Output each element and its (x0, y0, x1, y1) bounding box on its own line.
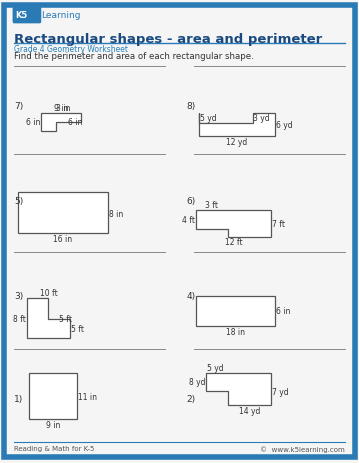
Text: 6 in: 6 in (26, 118, 40, 127)
Polygon shape (196, 211, 271, 237)
Text: 3 ft: 3 ft (205, 200, 218, 209)
Bar (18, 192, 108, 234)
Text: 8 in: 8 in (109, 209, 123, 219)
Polygon shape (199, 113, 275, 137)
Text: 8 ft: 8 ft (13, 314, 26, 323)
Text: 5 yd: 5 yd (200, 114, 217, 123)
Text: Find the perimeter and area of each rectangular shape.: Find the perimeter and area of each rect… (14, 52, 254, 61)
Text: 10 ft: 10 ft (39, 288, 57, 297)
Text: 5 ft: 5 ft (59, 314, 72, 323)
Text: Reading & Math for K-5: Reading & Math for K-5 (14, 445, 95, 451)
Text: 6): 6) (187, 197, 196, 206)
Text: 7 ft: 7 ft (272, 219, 285, 229)
Text: 9 in: 9 in (54, 104, 68, 113)
Text: Grade 4 Geometry Worksheet: Grade 4 Geometry Worksheet (14, 45, 129, 54)
Text: K5: K5 (15, 11, 28, 20)
Text: 5): 5) (14, 197, 24, 206)
Text: 18 in: 18 in (226, 327, 244, 336)
Text: 8): 8) (187, 102, 196, 111)
Text: ©  www.k5learning.com: © www.k5learning.com (260, 445, 345, 452)
Text: 3 in: 3 in (56, 104, 71, 113)
Text: 6 in: 6 in (68, 117, 83, 126)
Text: 3): 3) (14, 292, 24, 300)
Text: 11 in: 11 in (78, 392, 97, 401)
Polygon shape (206, 373, 271, 405)
Bar (196, 296, 275, 326)
Text: 3 yd: 3 yd (253, 114, 270, 123)
Text: 6 in: 6 in (276, 307, 290, 316)
Text: 4 ft: 4 ft (182, 215, 195, 225)
Polygon shape (41, 113, 81, 132)
Text: 1): 1) (14, 394, 24, 403)
Text: 16 in: 16 in (53, 235, 73, 244)
Bar (29, 373, 77, 419)
FancyBboxPatch shape (13, 8, 41, 24)
Text: 7 yd: 7 yd (272, 387, 289, 396)
Text: 12 yd: 12 yd (226, 138, 248, 146)
Text: 8 yd: 8 yd (189, 377, 205, 387)
Text: Learning: Learning (41, 11, 81, 20)
Text: 14 yd: 14 yd (239, 406, 260, 415)
Text: 7): 7) (14, 102, 24, 111)
Polygon shape (27, 299, 70, 338)
Text: 12 ft: 12 ft (224, 238, 242, 247)
Text: Rectangular shapes - area and perimeter: Rectangular shapes - area and perimeter (14, 33, 323, 46)
Text: 9 in: 9 in (46, 420, 60, 429)
Text: 2): 2) (187, 394, 196, 403)
Text: 6 yd: 6 yd (276, 120, 292, 130)
Text: 5 ft: 5 ft (71, 324, 84, 333)
Text: 4): 4) (187, 292, 196, 300)
Text: 5 yd: 5 yd (207, 363, 224, 372)
